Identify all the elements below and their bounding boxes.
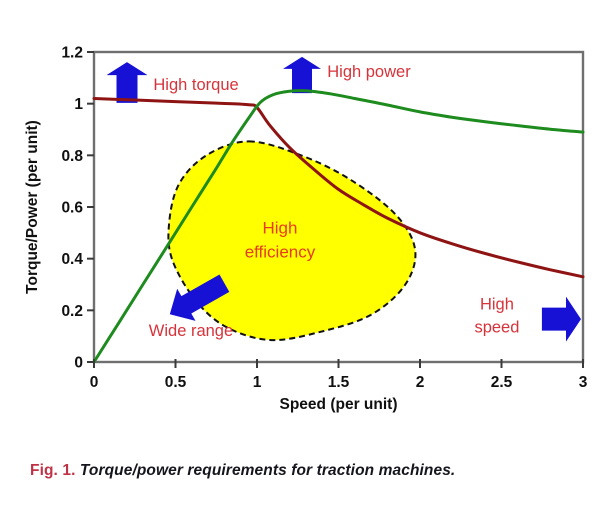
x-axis-title: Speed (per unit)	[280, 396, 398, 413]
power-curve	[92, 89, 585, 364]
x-tick-label: 0.5	[165, 374, 187, 391]
annotation-high-torque: High torque	[153, 76, 238, 94]
y-tick-label: 0	[74, 355, 83, 372]
caption-label: Fig. 1.	[30, 462, 76, 479]
x-tick-label: 1.5	[328, 374, 350, 391]
wide-range-arrow	[169, 274, 230, 321]
high-speed-arrow	[541, 296, 581, 342]
annotation-wide-range: Wide range	[149, 322, 233, 340]
figure-caption: Fig. 1. Torque/power requirements for tr…	[30, 461, 585, 480]
y-tick-label: 1.2	[61, 45, 83, 62]
x-tick-label: 2	[416, 374, 425, 391]
annotation-high-power: High power	[327, 63, 411, 81]
chart-svg: 0 0.5 1 1.5 2 2.5 3 0 0.2 0.4 0.6 0.8 1 1.2 Speed (per…	[24, 45, 588, 414]
x-tick-label: 0	[90, 374, 99, 391]
annotation-high-speed: High	[480, 295, 514, 313]
y-axis-title: Torque/Power (per unit)	[24, 120, 41, 294]
y-tick-label: 1	[74, 96, 83, 113]
x-tick-label: 3	[579, 374, 588, 391]
x-tick-label: 1	[253, 374, 262, 391]
x-tick-label: 2.5	[491, 374, 513, 391]
y-tick-label: 0.2	[61, 303, 83, 320]
y-tick-label: 0.8	[61, 148, 83, 165]
torque-curve	[92, 97, 585, 279]
annotation-high-efficiency: efficiency	[245, 242, 316, 261]
high-efficiency-region	[167, 140, 417, 342]
up-arrow-power	[283, 56, 321, 94]
y-tick-label: 0.6	[61, 200, 83, 217]
y-tick-label: 0.4	[61, 251, 83, 268]
annotation-high-speed: speed	[474, 319, 519, 337]
caption-text: Torque/power requirements for traction m…	[79, 462, 456, 479]
annotation-high-efficiency: High	[262, 219, 297, 238]
up-arrow-torque	[106, 62, 148, 103]
